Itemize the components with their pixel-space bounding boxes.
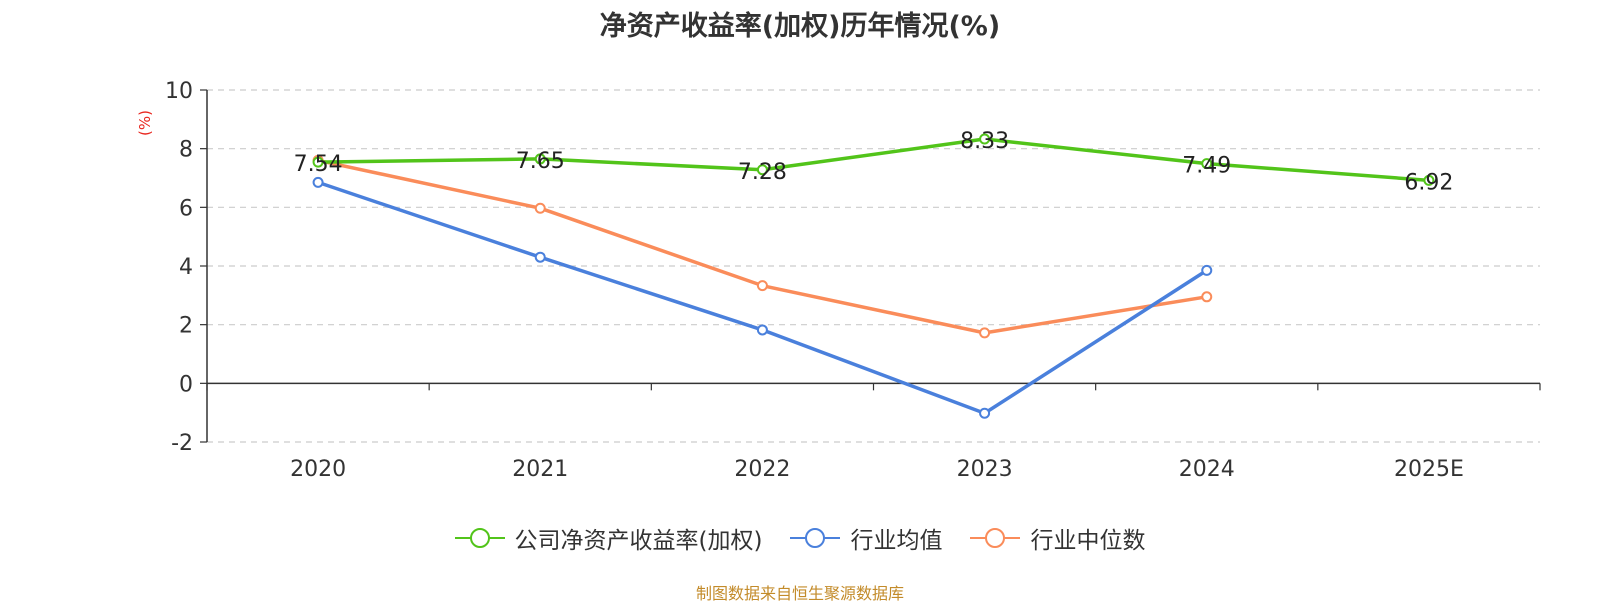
- legend-item[interactable]: 行业中位数: [970, 521, 1145, 555]
- data-point: [756, 280, 768, 292]
- axes: -2 0 2 4 6 8 10 2020 2021 2022 2023 2024 2025E: [165, 79, 1541, 482]
- data-point: [534, 202, 546, 214]
- legend-label: 行业均值: [850, 528, 943, 554]
- data-point: [756, 164, 768, 176]
- data-point: [534, 251, 546, 263]
- data-point: [534, 153, 546, 165]
- series-line: [317, 158, 1208, 335]
- legend-line-icon: [970, 528, 1021, 548]
- y-tick-label: -2: [171, 431, 193, 456]
- chart-title: 净资产收益率(加权)历年情况(%): [599, 11, 1001, 42]
- data-label: 7.28: [738, 160, 787, 185]
- data-point: [1201, 291, 1213, 303]
- source-note: 制图数据来自恒生聚源数据库: [695, 584, 904, 603]
- data-label: 8.33: [960, 129, 1009, 154]
- x-tick-label: 2021: [512, 457, 568, 482]
- data-point: [1423, 174, 1435, 186]
- x-tick-label: 2024: [1179, 457, 1235, 482]
- y-tick-label: 8: [179, 138, 193, 163]
- legend-label: 公司净资产收益率(加权): [514, 528, 763, 554]
- x-tick-label: 2025E: [1394, 457, 1464, 482]
- legend-item[interactable]: 公司净资产收益率(加权): [454, 521, 763, 555]
- legend-label: 行业中位数: [1030, 528, 1146, 554]
- legend-item[interactable]: 行业均值: [790, 521, 942, 555]
- data-label: 7.65: [516, 149, 565, 174]
- data-labels: 7.54 7.65 7.28 8.33 7.49 6.92: [294, 129, 1454, 195]
- data-point: [756, 324, 768, 336]
- data-label: 6.92: [1404, 170, 1453, 195]
- data-point: [979, 407, 991, 419]
- series-line: [318, 137, 1430, 183]
- y-tick-label: 10: [165, 79, 193, 104]
- x-tick-label: 2023: [957, 457, 1013, 482]
- legend-line-icon: [790, 528, 841, 548]
- legend-icon-marker: [469, 528, 490, 548]
- data-point: [312, 176, 324, 188]
- data-point: [312, 156, 324, 168]
- y-tick-label: 2: [179, 314, 193, 339]
- y-tick-label: 0: [179, 372, 193, 397]
- data-point: [1201, 264, 1213, 276]
- y-tick-label: 6: [179, 196, 193, 221]
- legend-line-icon: [454, 528, 505, 548]
- y-axis-label: (%): [136, 110, 154, 136]
- x-tick-label: 2020: [290, 457, 346, 482]
- x-tick-label: 2022: [734, 457, 790, 482]
- data-point: [979, 133, 991, 145]
- series-line: [317, 180, 1208, 416]
- gridlines: [207, 89, 1540, 443]
- data-label: 7.54: [294, 152, 343, 177]
- series-lines: [312, 133, 1435, 419]
- legend: 公司净资产收益率(加权) 行业均值 行业中位数: [0, 521, 1600, 555]
- data-point: [1201, 158, 1213, 170]
- data-point: [979, 327, 991, 339]
- legend-icon-marker: [985, 528, 1006, 548]
- y-tick-label: 4: [179, 255, 193, 280]
- data-label: 7.49: [1182, 154, 1231, 179]
- legend-icon-marker: [805, 528, 826, 548]
